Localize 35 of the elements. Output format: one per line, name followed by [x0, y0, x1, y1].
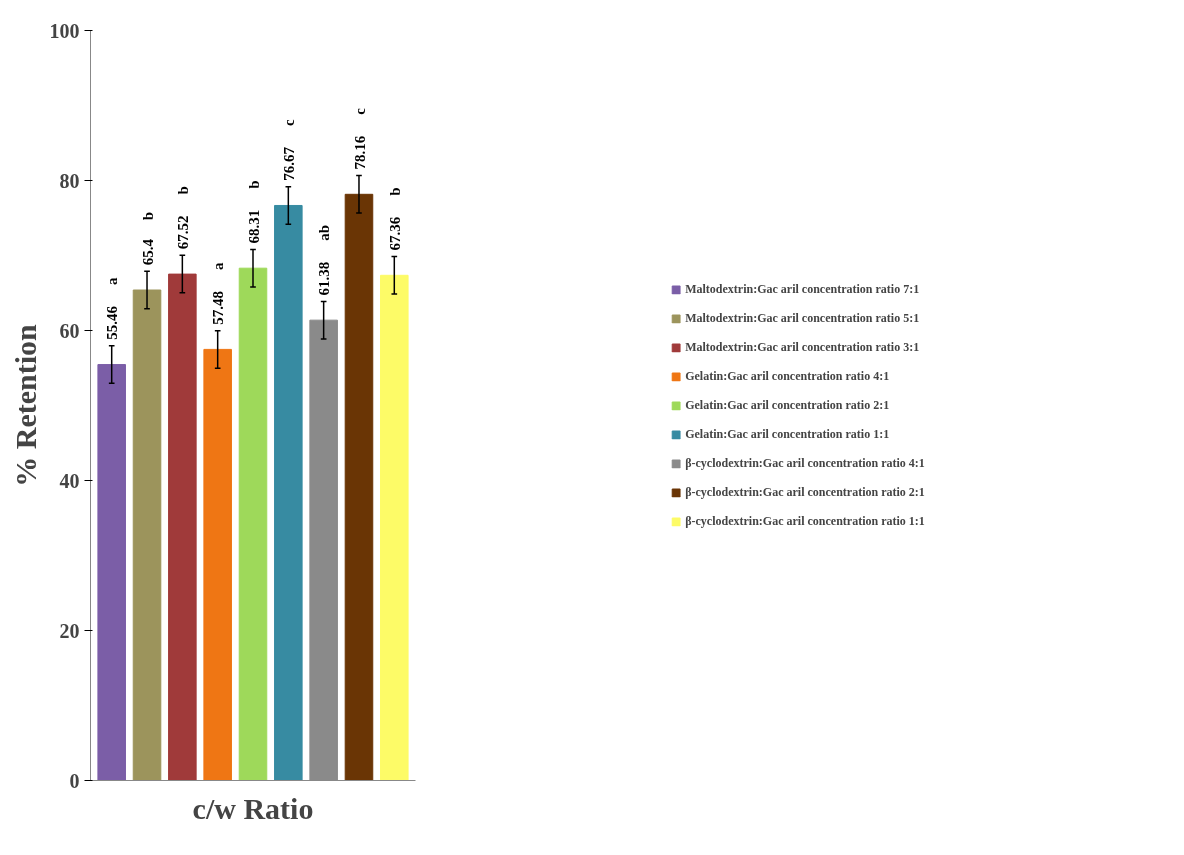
data-label: 67.36 [387, 216, 404, 251]
legend-label: Maltodextrin:Gac aril concentration ratio 3:1 [685, 339, 920, 355]
y-tick-label: 20 [59, 619, 80, 642]
legend-label: Gelatin:Gac aril concentration ratio 4:1 [685, 368, 890, 384]
legend-label: β-cyclodextrin:Gac aril concentration ratio 1:1 [685, 513, 925, 529]
annotation: b [139, 211, 156, 221]
legend-label: Maltodextrin:Gac aril concentration ratio 7:1 [685, 281, 920, 297]
y-tick-label: 0 [69, 769, 80, 792]
annotation: c [281, 118, 298, 126]
annotation: a [104, 277, 121, 286]
legend-label: Gelatin:Gac aril concentration ratio 1:1 [685, 426, 890, 442]
y-tick-label: 60 [59, 319, 80, 342]
annotation: b [387, 187, 404, 196]
legend-label: Maltodextrin:Gac aril concentration ratio 5:1 [685, 310, 920, 326]
y-tick-label: 80 [59, 169, 80, 192]
data-label: 57.48 [210, 290, 227, 325]
annotation: ab [316, 224, 333, 241]
data-label: 61.38 [316, 261, 333, 296]
data-label: 76.67 [281, 146, 298, 181]
y-axis-title: % Retention [8, 323, 42, 487]
annotation: b [175, 186, 192, 195]
data-label: 55.46 [104, 305, 121, 340]
legend-label: β-cyclodextrin:Gac aril concentration ratio 4:1 [685, 455, 925, 471]
y-tick-label: 100 [49, 19, 80, 42]
annotation: c [351, 107, 368, 115]
data-label: 78.16 [351, 135, 368, 170]
annotation: b [245, 180, 262, 189]
y-tick-label: 40 [59, 469, 80, 492]
data-label: 68.31 [245, 209, 262, 244]
x-axis-title: c/w Ratio [192, 791, 314, 825]
legend-label: Gelatin:Gac aril concentration ratio 2:1 [685, 397, 890, 413]
data-label: 65.4 [139, 238, 156, 266]
data-label: 67.52 [175, 215, 192, 250]
annotation: a [210, 261, 227, 270]
legend-label: β-cyclodextrin:Gac aril concentration ratio 2:1 [685, 484, 925, 500]
